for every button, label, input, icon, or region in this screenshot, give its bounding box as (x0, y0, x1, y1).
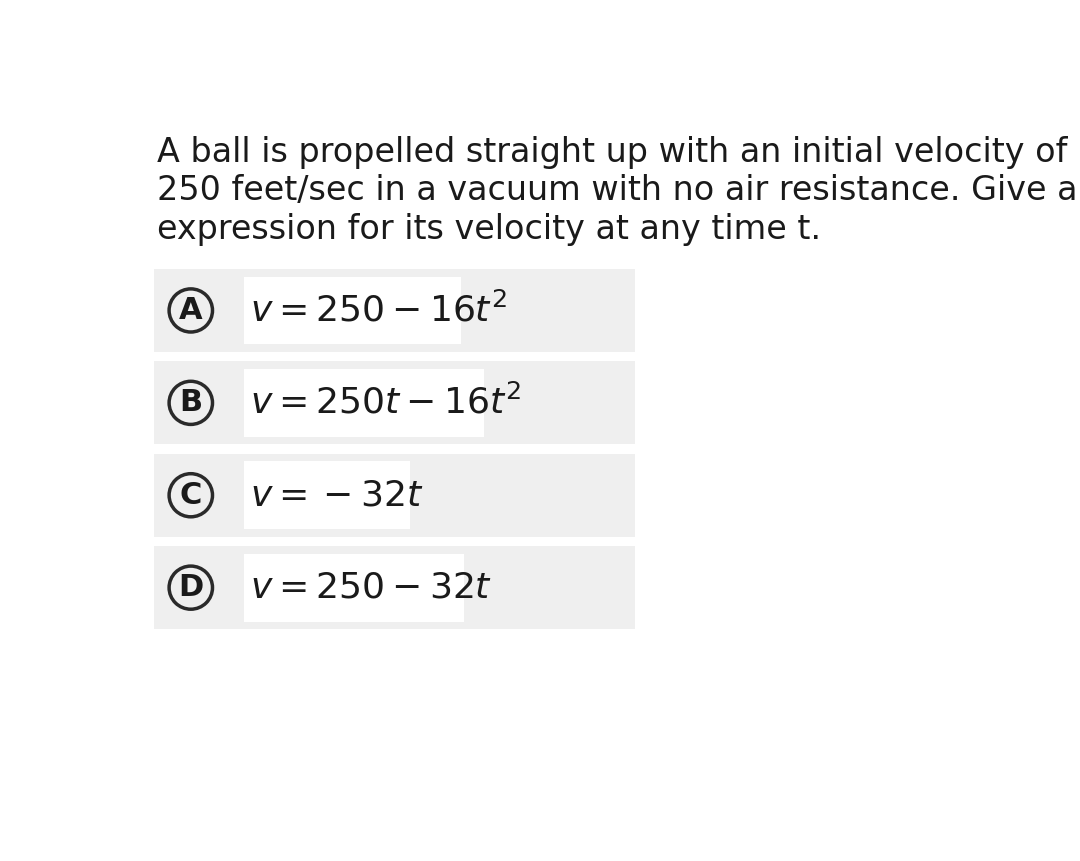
FancyBboxPatch shape (154, 546, 635, 629)
Text: expression for its velocity at any time t.: expression for its velocity at any time … (157, 213, 821, 245)
FancyBboxPatch shape (154, 269, 635, 352)
FancyBboxPatch shape (243, 554, 464, 622)
Text: $v = 250 - 16t^2$: $v = 250 - 16t^2$ (249, 293, 507, 329)
Text: A: A (179, 296, 203, 325)
Text: $v = 250t - 16t^2$: $v = 250t - 16t^2$ (249, 385, 521, 421)
Text: 250 feet/sec in a vacuum with no air resistance. Give an: 250 feet/sec in a vacuum with no air res… (157, 174, 1080, 208)
Text: $v =  - 32t$: $v = - 32t$ (249, 478, 423, 512)
FancyBboxPatch shape (154, 362, 635, 444)
FancyBboxPatch shape (243, 369, 484, 437)
FancyBboxPatch shape (243, 461, 410, 530)
Text: B: B (179, 388, 202, 418)
Text: A ball is propelled straight up with an initial velocity of: A ball is propelled straight up with an … (157, 136, 1067, 169)
Text: $v = 250 -  32t$: $v = 250 - 32t$ (249, 571, 492, 604)
Text: D: D (178, 573, 203, 602)
Text: C: C (179, 480, 202, 510)
FancyBboxPatch shape (243, 276, 460, 344)
FancyBboxPatch shape (154, 454, 635, 536)
